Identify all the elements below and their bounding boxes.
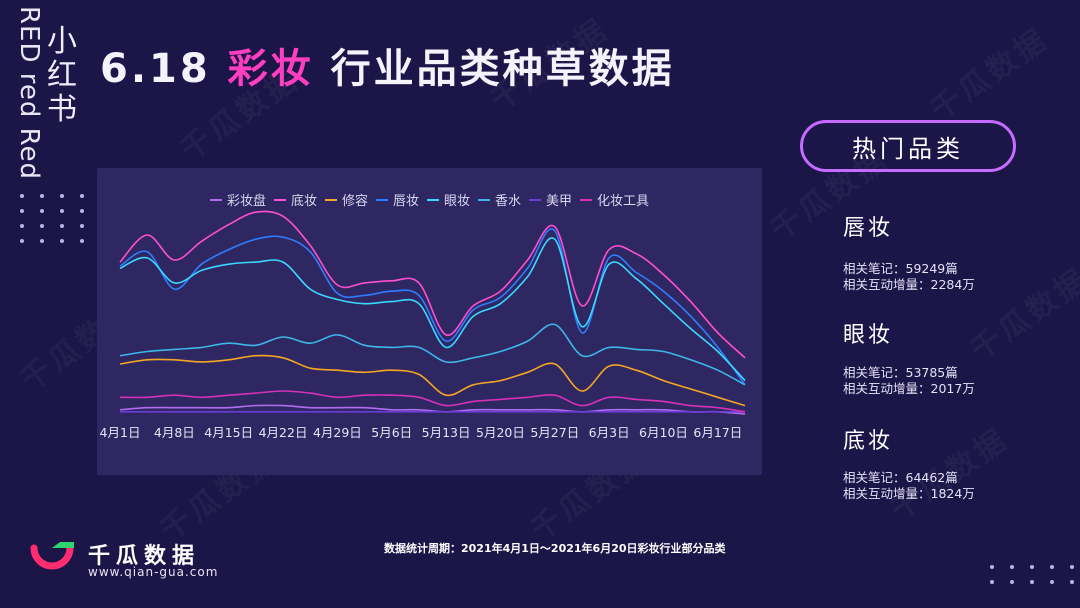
x-tick-label: 4月15日	[204, 425, 253, 440]
legend-item[interactable]: 香水	[478, 190, 521, 209]
legend-item[interactable]: 美甲	[529, 190, 572, 209]
legend-item[interactable]: 底妆	[273, 190, 317, 209]
title-suffix: 行业品类种草数据	[330, 46, 675, 92]
category-notes: 相关笔记：64462篇	[843, 470, 958, 485]
legend-swatch	[478, 198, 491, 201]
legend-swatch	[580, 198, 593, 201]
x-tick-label: 4月29日	[313, 425, 362, 440]
series-line-底妆	[119, 210, 746, 359]
logo-url: www.qian-gua.com	[88, 565, 219, 579]
legend-label: 美甲	[546, 194, 573, 209]
legend-swatch	[273, 198, 286, 201]
x-tick-label: 4月8日	[154, 425, 195, 440]
data-period-note: 数据统计周期：2021年4月1日～2021年6月20日彩妆行业部分品类	[384, 542, 726, 555]
legend-swatch	[324, 198, 337, 201]
legend-swatch	[529, 198, 542, 201]
x-tick-label: 5月6日	[371, 425, 412, 440]
legend-item[interactable]: 彩妆盘	[209, 190, 266, 209]
title-prefix: 6.18	[100, 46, 211, 92]
category-interaction: 相关互动增量：1824万	[843, 486, 975, 501]
x-tick-label: 4月22日	[259, 425, 308, 440]
category-interaction: 相关互动增量：2017万	[843, 381, 975, 396]
legend-label: 修容	[341, 194, 368, 209]
dot-grid-right	[990, 565, 1079, 584]
side-brand-text: RED red Red	[14, 5, 45, 181]
x-tick-label: 6月3日	[589, 425, 630, 440]
legend-swatch	[427, 198, 439, 201]
series-line-修容	[119, 354, 746, 407]
series-line-化妆工具	[119, 390, 746, 413]
chart-panel: 彩妆盘 底妆 修容 唇妆 眼妆 香水 美甲 化妆工具 4月1日 4月8日 4月15日 4月22日 4月…	[97, 168, 762, 475]
legend-label: 彩妆盘	[226, 194, 266, 209]
legend-swatch	[209, 198, 222, 201]
qiangua-logo-icon	[30, 542, 74, 570]
legend-label: 香水	[495, 194, 522, 209]
title-highlight: 彩妆	[227, 46, 314, 92]
hot-category-badge: 热门品类	[800, 120, 1016, 172]
category-notes: 相关笔记：59249篇	[843, 261, 958, 276]
x-tick-label: 6月17日	[693, 425, 742, 440]
x-tick-label: 6月10日	[639, 425, 688, 440]
series-line-眼妆	[119, 237, 746, 382]
x-tick-label: 5月13日	[422, 425, 471, 440]
chart-legend: 彩妆盘 底妆 修容 唇妆 眼妆 香水 美甲 化妆工具	[97, 190, 762, 209]
x-tick-label: 5月27日	[530, 425, 579, 440]
legend-label: 唇妆	[392, 194, 419, 209]
legend-item[interactable]: 化妆工具	[580, 190, 649, 209]
series-line-香水	[119, 323, 746, 386]
category-name: 底妆	[843, 429, 894, 454]
legend-item[interactable]: 唇妆	[375, 190, 419, 209]
legend-label: 化妆工具	[597, 194, 650, 209]
watermark: 千瓜数据	[920, 15, 1057, 129]
line-chart: 4月1日 4月8日 4月15日 4月22日 4月29日 5月6日 5月13日 5月20日 5月2…	[100, 210, 746, 440]
category-notes: 相关笔记：53785篇	[843, 365, 958, 380]
category-name: 眼妆	[843, 323, 894, 348]
x-tick-label: 5月20日	[476, 425, 525, 440]
category-interaction: 相关互动增量：2284万	[843, 277, 975, 292]
series-line-唇妆	[119, 228, 746, 386]
page-title: 6.18 彩妆 行业品类种草数据	[100, 36, 675, 94]
x-tick-label: 4月1日	[100, 425, 141, 440]
legend-swatch	[375, 198, 388, 201]
series-line-彩妆盘	[119, 404, 746, 415]
legend-label: 底妆	[290, 194, 317, 209]
dot-grid-left	[20, 194, 109, 243]
legend-item[interactable]: 修容	[324, 190, 368, 209]
watermark: 千瓜数据	[960, 255, 1080, 369]
legend-label: 眼妆	[444, 194, 471, 209]
brand-vertical-label: 小红书	[47, 24, 77, 127]
logo-text: 千瓜数据	[88, 544, 201, 569]
category-name: 唇妆	[843, 216, 894, 241]
legend-item[interactable]: 眼妆	[427, 190, 470, 209]
